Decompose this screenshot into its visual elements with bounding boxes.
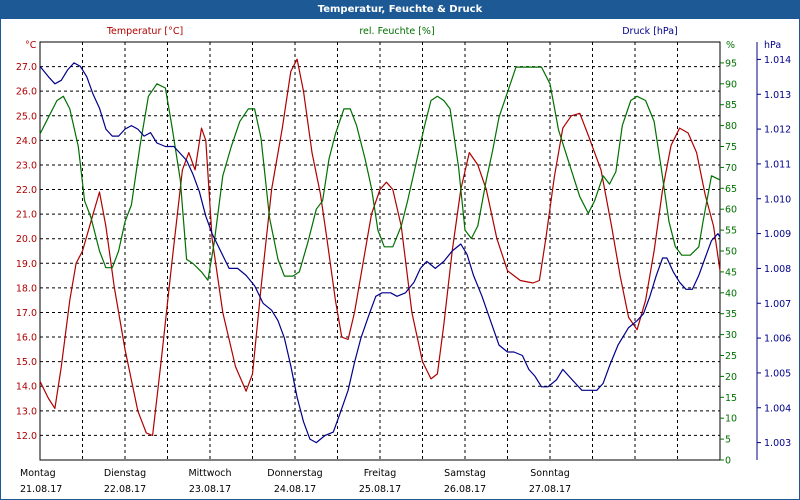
pressure-tick-label: 1.007 — [764, 299, 791, 310]
pressure-tick-label: 1.010 — [764, 194, 791, 205]
temperature-tick-label: 27.0 — [16, 62, 37, 73]
humidity-tick-label: 40 — [725, 288, 737, 299]
humidity-tick-label: 0 — [725, 456, 731, 467]
x-tick-day-label: Montag — [20, 468, 56, 479]
temperature-tick-label: 15.0 — [16, 357, 37, 368]
humidity-tick-label: 75 — [725, 142, 737, 153]
humidity-tick-label: 95 — [725, 58, 737, 69]
pressure-tick-label: 1.008 — [764, 264, 791, 275]
humidity-tick-label: 60 — [725, 205, 737, 216]
temperature-tick-label: 21.0 — [16, 210, 37, 221]
pressure-tick-label: 1.011 — [764, 159, 791, 170]
pressure-tick-label: 1.005 — [764, 368, 791, 379]
temperature-line — [39, 58, 721, 436]
x-tick-day-label: Freitag — [364, 468, 397, 479]
humidity-tick-label: 15 — [725, 393, 737, 404]
humidity-tick-label: 55 — [725, 226, 737, 237]
humidity-tick-label: 50 — [725, 247, 737, 258]
humidity-tick-label: 5 — [725, 435, 731, 446]
temperature-tick-label: 13.0 — [16, 406, 37, 417]
temperature-tick-label: 24.0 — [16, 136, 37, 147]
x-axis: Montag 21.08.17 Dienstag 22.08.17 Mittwoch 23… — [20, 468, 571, 495]
humidity-tick-label: 10 — [725, 414, 737, 425]
temperature-tick-label: 19.0 — [16, 259, 37, 270]
x-tick-day-label: Samstag — [444, 468, 486, 479]
x-tick-day-label: Donnerstag — [267, 468, 322, 479]
temperature-tick-label: 16.0 — [16, 333, 37, 344]
x-tick-date-label: 22.08.17 — [104, 484, 146, 495]
humidity-tick-label: 35 — [725, 309, 737, 320]
x-tick-date-label: 25.08.17 — [359, 484, 401, 495]
pressure-tick-label: 1.012 — [764, 125, 791, 136]
humidity-tick-label: 70 — [725, 163, 737, 174]
temperature-tick-label: 26.0 — [16, 87, 37, 98]
pressure-unit-label: hPa — [764, 40, 781, 51]
pressure-tick-label: 1.004 — [764, 403, 791, 414]
temperature-tick-label: 12.0 — [16, 431, 37, 442]
humidity-tick-label: 25 — [725, 351, 737, 362]
pressure-tick-label: 1.013 — [764, 90, 791, 101]
pressure-tick-label: 1.009 — [764, 229, 791, 240]
x-tick-day-label: Sonntag — [530, 468, 569, 479]
temperature-tick-label: 14.0 — [16, 382, 37, 393]
humidity-tick-label: 20 — [725, 372, 737, 383]
temperature-tick-label: 23.0 — [16, 160, 37, 171]
pressure-tick-label: 1.006 — [764, 334, 791, 345]
humidity-axis-title: rel. Feuchte [%] — [359, 26, 434, 37]
pressure-tick-label: 1.003 — [764, 438, 791, 449]
temperature-tick-label: 20.0 — [16, 234, 37, 245]
x-tick-date-label: 21.08.17 — [20, 484, 62, 495]
humidity-line — [39, 66, 721, 281]
x-tick-date-label: 27.08.17 — [529, 484, 571, 495]
temperature-tick-label: 17.0 — [16, 308, 37, 319]
pressure-axis: 1.003 1.004 1.005 1.006 1.007 1.008 1.009 1.010… — [757, 55, 791, 449]
humidity-axis: 0 5 10 15 20 25 30 35 40 45 50 55 60 65 70 75 80 85 90 95 — [720, 58, 737, 467]
humidity-tick-label: 80 — [725, 121, 737, 132]
humidity-tick-label: 85 — [725, 100, 737, 111]
humidity-tick-label: 30 — [725, 330, 737, 341]
x-tick-date-label: 24.08.17 — [274, 484, 316, 495]
pressure-axis-title: Druck [hPa] — [622, 26, 678, 37]
x-tick-day-label: Dienstag — [104, 468, 146, 479]
temperature-tick-label: 25.0 — [16, 111, 37, 122]
temperature-unit-label: °C — [25, 40, 37, 51]
x-tick-date-label: 26.08.17 — [444, 484, 486, 495]
humidity-unit-label: % — [726, 40, 735, 51]
pressure-tick-label: 1.014 — [764, 55, 791, 66]
temperature-axis: 12.0 13.0 14.0 15.0 16.0 17.0 18.0 19.0 20.0 21.0… — [16, 62, 37, 442]
x-tick-day-label: Mittwoch — [188, 468, 231, 479]
pressure-line — [39, 62, 721, 444]
humidity-tick-label: 45 — [725, 267, 737, 278]
window-title: Temperatur, Feuchte & Druck — [1, 1, 799, 19]
temperature-tick-label: 22.0 — [16, 185, 37, 196]
series-lines — [39, 58, 721, 444]
x-tick-date-label: 23.08.17 — [189, 484, 231, 495]
temperature-axis-title: Temperatur [°C] — [106, 26, 183, 37]
humidity-tick-label: 90 — [725, 79, 737, 90]
temperature-tick-label: 18.0 — [16, 283, 37, 294]
humidity-tick-label: 65 — [725, 184, 737, 195]
grid — [40, 42, 720, 460]
